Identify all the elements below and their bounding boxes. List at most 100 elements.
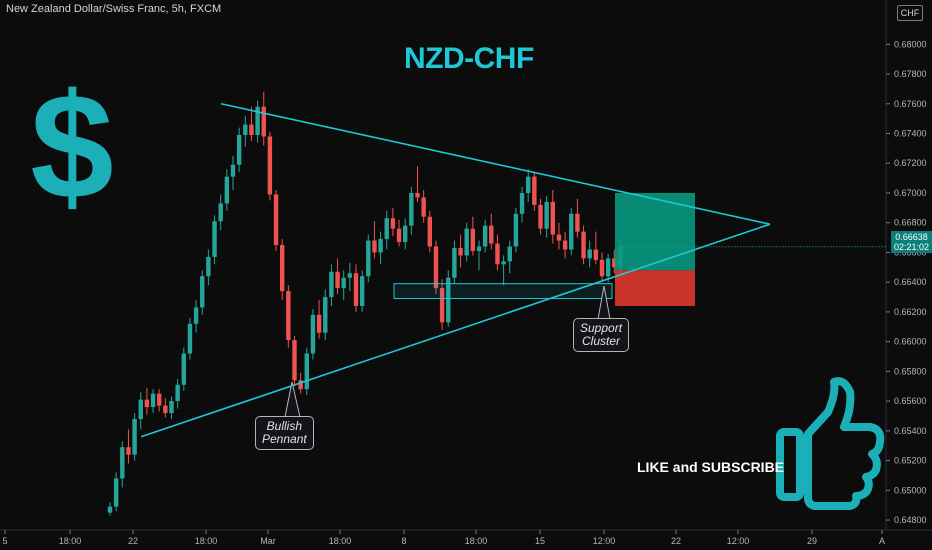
y-tick-label: 0.67600 [894, 99, 927, 109]
candle-body [187, 323, 193, 354]
y-tick-label: 0.67000 [894, 188, 927, 198]
x-tick-label: 22 [128, 536, 138, 546]
callout-line: Bullish [266, 419, 303, 433]
candle-body [390, 218, 396, 229]
bar-countdown: 02:21:02 [893, 242, 930, 252]
candle-body [107, 506, 113, 513]
y-tick-label: 0.68000 [894, 39, 927, 49]
candle-body [526, 176, 531, 193]
candle-body [550, 201, 555, 235]
candle-body [218, 203, 223, 222]
candle-body [372, 240, 377, 253]
candle-body [138, 399, 143, 419]
candle-body [403, 225, 408, 243]
candle-body [427, 216, 432, 247]
callout-pointer [597, 285, 611, 320]
callout-line: Support [580, 321, 623, 335]
x-tick-label: 29 [807, 536, 817, 546]
candle-body [587, 249, 592, 259]
candle-body [267, 136, 273, 195]
candle-body [532, 176, 537, 205]
candle-body [556, 234, 562, 241]
x-tick-label: 22 [671, 536, 681, 546]
candle-body [316, 314, 322, 333]
support-cluster-box [393, 283, 613, 300]
candle-body [243, 124, 248, 135]
candle-body [507, 246, 512, 262]
y-tick-label: 0.67800 [894, 69, 927, 79]
y-tick-label: 0.64800 [894, 515, 927, 525]
x-tick-label: Mar [260, 536, 276, 546]
y-tick-label: 0.66200 [894, 307, 927, 317]
x-tick-label: 5 [2, 536, 7, 546]
y-tick-label: 0.65600 [894, 396, 927, 406]
stop-loss-zone [615, 270, 695, 306]
candle-body [439, 288, 445, 323]
candle-body [415, 192, 420, 198]
candle-body [433, 246, 439, 289]
svg-text:$: $ [30, 62, 113, 230]
candle-body [575, 213, 580, 232]
candle-body [200, 276, 205, 308]
candle-body [261, 106, 266, 137]
candle-body [396, 228, 402, 243]
candle-body [409, 192, 414, 226]
candle-body [126, 447, 131, 455]
candle-body [612, 258, 617, 268]
candle-body [224, 176, 230, 204]
x-tick-label: A [879, 536, 885, 546]
candle-body [489, 225, 494, 244]
callout-line: Pennant [262, 432, 307, 446]
candle-body [495, 243, 500, 265]
candle-body [581, 231, 586, 259]
candle-body [538, 204, 543, 229]
candle-body [384, 218, 389, 240]
y-tick-label: 0.65200 [894, 456, 927, 466]
candle-body [452, 247, 457, 278]
candle-body [353, 273, 359, 306]
candle-body [482, 225, 488, 247]
bullish-pennant-callout: Bullish Pennant [255, 416, 314, 450]
thumbs-up-icon [776, 377, 885, 510]
x-tick-label: 12:00 [593, 536, 616, 546]
candle-body [304, 353, 309, 390]
candle-body [599, 259, 605, 277]
like-subscribe-text: LIKE and SUBSCRIBE [637, 459, 785, 475]
candle-body [212, 221, 217, 257]
y-tick-label: 0.65800 [894, 366, 927, 376]
candle-body [113, 478, 119, 507]
x-tick-label: 18:00 [59, 536, 82, 546]
candle-body [446, 277, 451, 323]
candle-body [323, 297, 328, 333]
candle-body [236, 134, 242, 165]
candle-body [150, 393, 156, 408]
x-tick-label: 8 [401, 536, 406, 546]
currency-label[interactable]: CHF [897, 5, 923, 21]
candle-body [501, 261, 506, 265]
candle-body [280, 245, 285, 292]
last-price-value: 0.66638 [895, 232, 928, 242]
candle-body [181, 353, 186, 385]
candles-layer [107, 91, 623, 516]
y-tick-label: 0.66800 [894, 218, 927, 228]
candle-body [249, 124, 254, 135]
candle-body [298, 380, 303, 390]
candle-body [513, 213, 519, 247]
candle-body [292, 340, 297, 381]
candle-body [120, 447, 125, 479]
candle-body [157, 393, 162, 406]
candle-body [193, 307, 199, 324]
candle-body [335, 271, 340, 289]
candle-body [206, 256, 211, 277]
x-tick-label: 18:00 [329, 536, 352, 546]
x-tick-label: 18:00 [465, 536, 488, 546]
candle-body [230, 164, 236, 177]
upper-trendline [220, 102, 771, 225]
candle-body [329, 271, 334, 298]
candle-body [421, 197, 426, 217]
pair-title: NZD-CHF [404, 42, 534, 75]
y-tick-label: 0.66000 [894, 337, 927, 347]
